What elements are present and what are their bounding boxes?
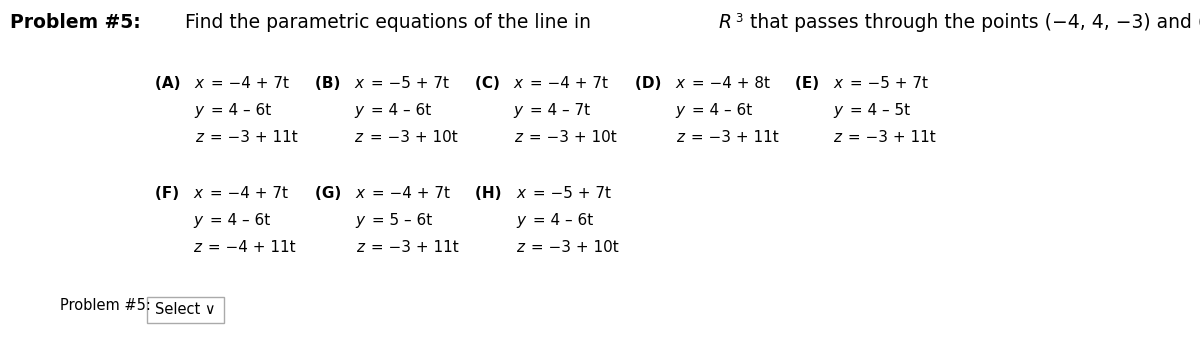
Text: = −4 + 11t: = −4 + 11t: [203, 240, 296, 255]
Text: y: y: [194, 103, 204, 118]
Text: y: y: [354, 103, 364, 118]
Text: (C): (C): [475, 76, 505, 91]
Text: x: x: [516, 186, 524, 201]
Text: z: z: [354, 130, 362, 145]
Text: = 4 – 7t: = 4 – 7t: [526, 103, 590, 118]
Text: = −5 + 7t: = −5 + 7t: [528, 186, 611, 201]
Text: Find the parametric equations of the line in: Find the parametric equations of the lin…: [179, 13, 596, 32]
Text: z: z: [676, 130, 684, 145]
Text: = 4 – 6t: = 4 – 6t: [688, 103, 752, 118]
Text: x: x: [194, 76, 204, 91]
Text: = 4 – 6t: = 4 – 6t: [366, 103, 431, 118]
Text: x: x: [355, 186, 365, 201]
Text: z: z: [833, 130, 841, 145]
Text: y: y: [193, 213, 202, 228]
Text: x: x: [514, 76, 523, 91]
Text: = −3 + 11t: = −3 + 11t: [366, 240, 458, 255]
FancyBboxPatch shape: [148, 297, 224, 323]
Text: = −3 + 11t: = −3 + 11t: [686, 130, 779, 145]
Text: (E): (E): [796, 76, 824, 91]
Text: 3: 3: [734, 12, 743, 25]
Text: = −5 + 7t: = −5 + 7t: [366, 76, 449, 91]
Text: = −3 + 10t: = −3 + 10t: [365, 130, 457, 145]
Text: z: z: [194, 130, 203, 145]
Text: = 4 – 6t: = 4 – 6t: [206, 103, 271, 118]
Text: x: x: [354, 76, 364, 91]
Text: z: z: [355, 240, 364, 255]
Text: = 4 – 5t: = 4 – 5t: [845, 103, 910, 118]
Text: = −4 + 7t: = −4 + 7t: [367, 186, 450, 201]
Text: = −4 + 7t: = −4 + 7t: [206, 76, 289, 91]
Text: Select ∨: Select ∨: [155, 303, 216, 318]
Text: = −3 + 10t: = −3 + 10t: [527, 240, 619, 255]
Text: = 4 – 6t: = 4 – 6t: [528, 213, 593, 228]
Text: (F): (F): [155, 186, 185, 201]
Text: = −4 + 7t: = −4 + 7t: [526, 76, 608, 91]
Text: (D): (D): [635, 76, 667, 91]
Text: y: y: [516, 213, 524, 228]
Text: = −3 + 11t: = −3 + 11t: [844, 130, 936, 145]
Text: (B): (B): [314, 76, 346, 91]
Text: z: z: [193, 240, 200, 255]
Text: z: z: [514, 130, 522, 145]
Text: (A): (A): [155, 76, 186, 91]
Text: = −3 + 10t: = −3 + 10t: [524, 130, 617, 145]
Text: that passes through the points (−4, 4, −3) and (3, −2, 8).: that passes through the points (−4, 4, −…: [744, 13, 1200, 32]
Text: x: x: [676, 76, 685, 91]
Text: y: y: [355, 213, 365, 228]
Text: y: y: [833, 103, 842, 118]
Text: (G): (G): [314, 186, 347, 201]
Text: Problem #5:: Problem #5:: [10, 13, 140, 32]
Text: = −4 + 7t: = −4 + 7t: [204, 186, 288, 201]
Text: = 4 – 6t: = 4 – 6t: [204, 213, 270, 228]
Text: Problem #5:: Problem #5:: [60, 298, 151, 313]
Text: x: x: [833, 76, 842, 91]
Text: y: y: [676, 103, 685, 118]
Text: x: x: [193, 186, 202, 201]
Text: = −4 + 8t: = −4 + 8t: [688, 76, 770, 91]
Text: = −3 + 11t: = −3 + 11t: [205, 130, 298, 145]
Text: (H): (H): [475, 186, 506, 201]
Text: = −5 + 7t: = −5 + 7t: [845, 76, 928, 91]
Text: z: z: [516, 240, 524, 255]
Text: y: y: [514, 103, 523, 118]
Text: R: R: [718, 13, 731, 32]
Text: = 5 – 6t: = 5 – 6t: [367, 213, 432, 228]
